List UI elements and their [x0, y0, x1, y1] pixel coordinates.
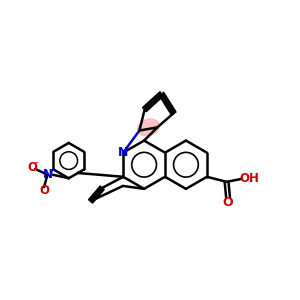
Text: -: - [35, 157, 38, 167]
Text: O: O [223, 196, 233, 209]
Text: O: O [39, 184, 49, 196]
Text: N: N [118, 146, 128, 159]
Text: +: + [48, 167, 55, 176]
Text: N: N [43, 168, 52, 181]
Text: O: O [27, 161, 37, 174]
Ellipse shape [138, 119, 159, 136]
Text: OH: OH [239, 172, 259, 185]
